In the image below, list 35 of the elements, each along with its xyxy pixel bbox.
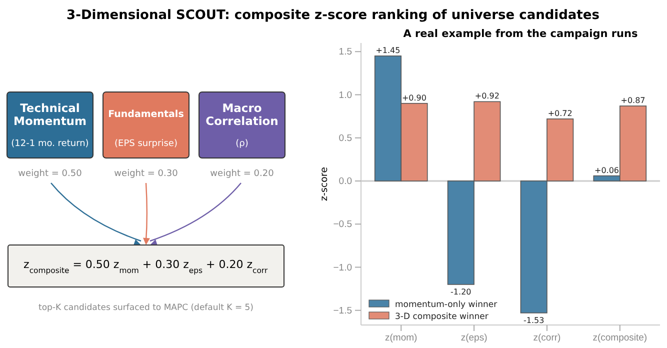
text: weight = 0.30 xyxy=(114,169,178,179)
data-label: -1.20 xyxy=(450,287,472,296)
y-axis-title: z-score xyxy=(319,166,330,201)
x-tick-label: z(composite) xyxy=(592,332,648,344)
data-label: -1.53 xyxy=(523,316,544,325)
data-label: +1.45 xyxy=(376,46,400,55)
data-label: +0.06 xyxy=(594,166,620,175)
text: (ρ) xyxy=(236,139,248,149)
y-tick-label: −1.0 xyxy=(333,262,352,274)
text: (EPS surprise) xyxy=(114,139,178,149)
legend-label: momentum-only winner xyxy=(395,300,498,310)
y-tick-label: 0.5 xyxy=(338,132,352,144)
text: weight = 0.50 xyxy=(18,169,82,179)
text: weight = 0.20 xyxy=(210,169,274,179)
text: Macro Correlation xyxy=(206,101,278,128)
data-label: +0.72 xyxy=(548,108,572,118)
text: Technical Momentum xyxy=(14,101,87,128)
text: (12-1 mo. return) xyxy=(11,139,89,149)
y-tick-label: −1.5 xyxy=(333,305,352,316)
data-label: +0.87 xyxy=(620,96,646,105)
data-label: +0.92 xyxy=(474,92,500,101)
x-tick-label: z(mom) xyxy=(385,332,418,344)
text: top-K candidates surfaced to MAPC (default K = 5) xyxy=(38,303,254,313)
y-tick-label: 1.0 xyxy=(338,90,352,101)
y-tick-label: −0.5 xyxy=(333,219,352,230)
x-tick-label: z(corr) xyxy=(533,332,561,344)
text: 3-Dimensional SCOUT: composite z-score ranking of universe candidates xyxy=(66,8,600,23)
data-label: +0.90 xyxy=(402,93,426,102)
text: z$_{composite}$ = 0.50 z$_{mom}$ + 0.30 z$_{eps}$ + 0.20 z$_{corr}$ xyxy=(24,258,268,274)
y-tick-label: 0.0 xyxy=(338,176,352,188)
chart-title: A real example from the campaign runs xyxy=(403,28,638,40)
y-tick-label: 1.5 xyxy=(338,46,352,58)
x-tick-label: z(eps) xyxy=(460,332,488,344)
text: Fundamentals xyxy=(108,109,184,120)
legend-label: 3-D composite winner xyxy=(395,312,489,322)
